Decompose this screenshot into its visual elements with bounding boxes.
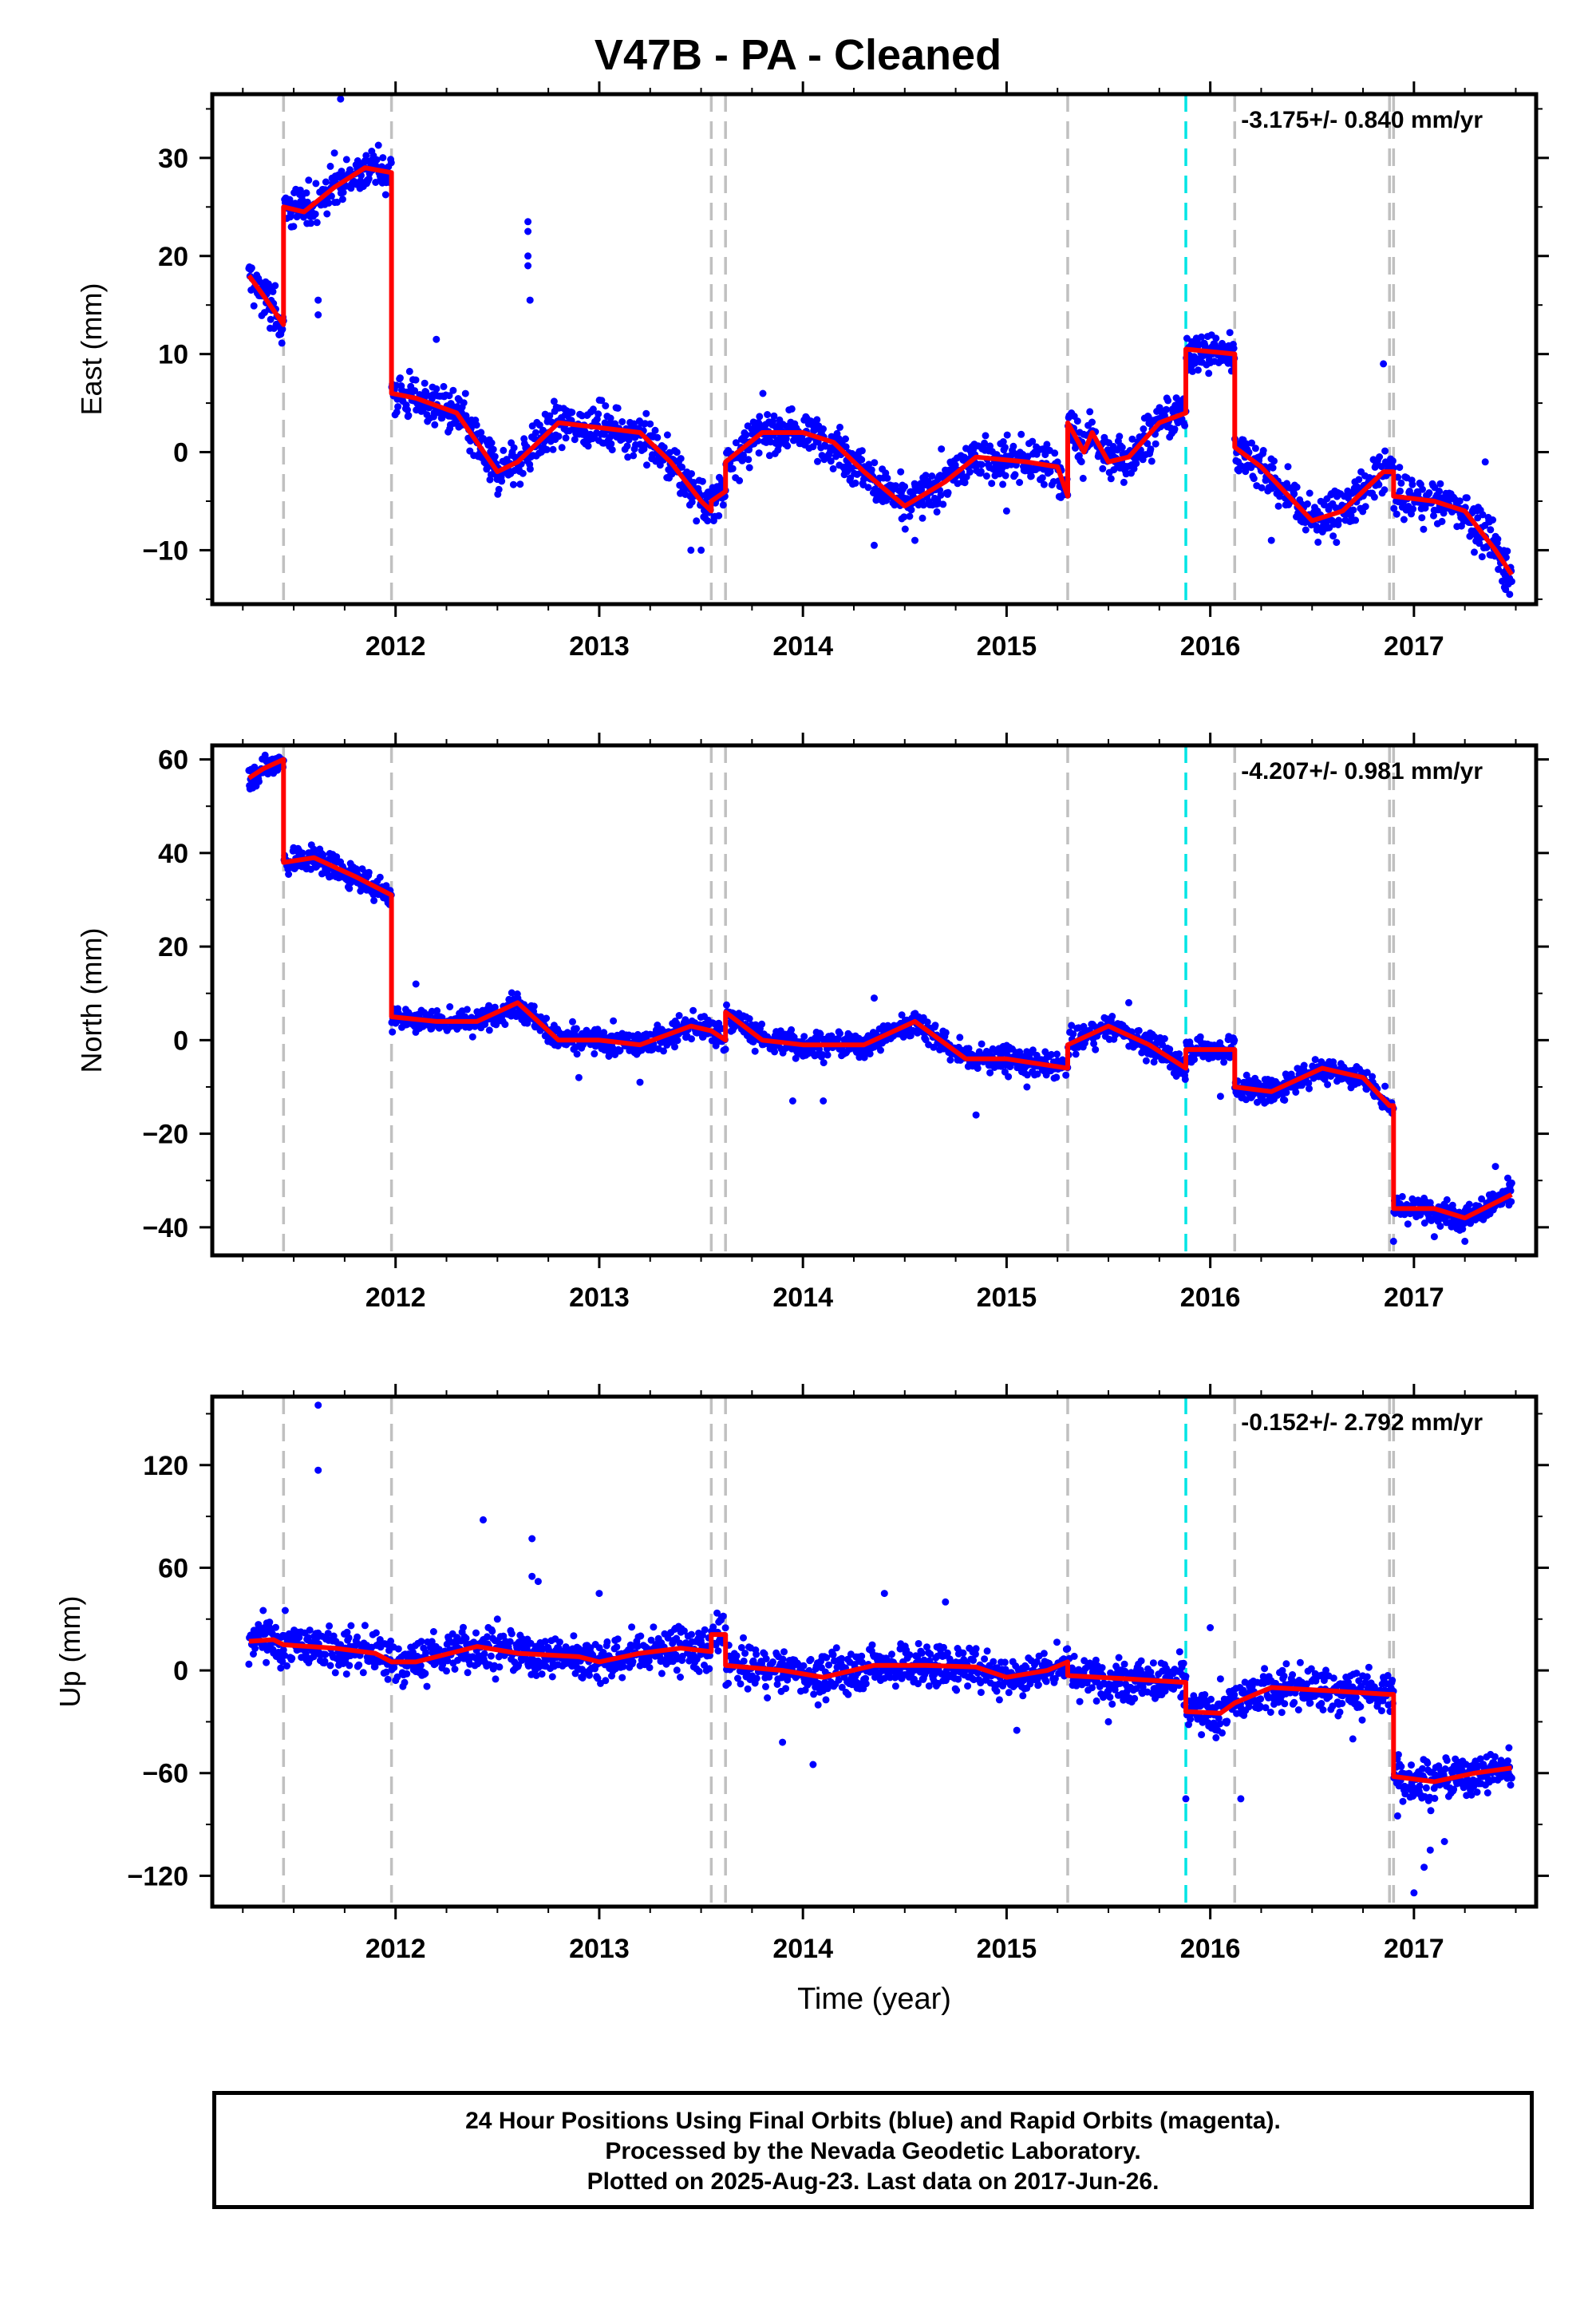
panel-east: −10 0 10 20 30 2012 2013 2014 2015 2016 2017 East (…: [75, 81, 1549, 662]
y-tick-label: 60: [158, 745, 188, 776]
x-tick-label: 2014: [772, 1934, 833, 1964]
panel-up: −120 −60 0 60 120 2012 2013 2014 2015 2016 2017 Up …: [53, 1384, 1549, 2016]
plot-frame: [210, 92, 1539, 607]
rate-label: -4.207+/- 0.981 mm/yr: [1241, 758, 1483, 785]
x-axis-label: Time (year): [797, 1982, 951, 2016]
data-points: [245, 751, 1515, 1245]
y-axis-label: Up (mm): [53, 1596, 86, 1708]
x-tick-label: 2012: [365, 631, 426, 662]
y-tick-label: 0: [173, 438, 188, 468]
chart-title: V47B - PA - Cleaned: [594, 31, 1002, 79]
plot-frame: [210, 743, 1539, 1258]
data-points: [245, 95, 1515, 599]
y-tick-label: 120: [143, 1451, 188, 1481]
x-tick-label: 2016: [1180, 1934, 1241, 1964]
y-tick-label: 30: [158, 144, 188, 174]
model-fit-line: [248, 1632, 1512, 1784]
model-fit-line: [247, 165, 1514, 576]
x-tick-label: 2016: [1180, 631, 1241, 662]
x-tick-label: 2013: [569, 1282, 630, 1313]
x-tick-label: 2012: [365, 1934, 426, 1964]
y-tick-label: 40: [158, 839, 188, 869]
y-tick-label: −10: [142, 536, 188, 566]
data-point-cloud: [245, 751, 1515, 1245]
y-tick-label: 20: [158, 242, 188, 272]
x-tick-label: 2013: [569, 631, 630, 662]
x-tick-label: 2015: [977, 1282, 1037, 1313]
plot-frame: [210, 1394, 1539, 1909]
x-tick-label: 2015: [977, 1934, 1037, 1964]
x-tick-label: 2013: [569, 1934, 630, 1964]
y-tick-label: −20: [142, 1120, 188, 1150]
rate-label: -0.152+/- 2.792 mm/yr: [1241, 1409, 1483, 1436]
footer-line-1: 24 Hour Positions Using Final Orbits (bl…: [465, 2108, 1281, 2134]
x-tick-label: 2016: [1180, 1282, 1241, 1313]
y-axis-label: East (mm): [75, 283, 108, 416]
x-tick-label: 2015: [977, 631, 1037, 662]
y-tick-label: 0: [173, 1656, 188, 1686]
x-tick-label: 2017: [1384, 631, 1444, 662]
x-tick-label: 2014: [772, 1282, 833, 1313]
rate-label: -3.175+/- 0.840 mm/yr: [1241, 107, 1483, 133]
y-tick-label: 0: [173, 1026, 188, 1056]
y-tick-label: 20: [158, 932, 188, 962]
y-tick-label: −60: [142, 1759, 188, 1789]
panel-north: −40 −20 0 20 40 60 2012 2013 2014 2015 2016 2017 Nor…: [75, 733, 1549, 1313]
x-tick-label: 2014: [772, 631, 833, 662]
data-point-cloud: [245, 95, 1515, 599]
y-axis-label: North (mm): [75, 928, 108, 1073]
footer-line-2: Processed by the Nevada Geodetic Laborat…: [605, 2138, 1141, 2164]
x-tick-label: 2017: [1384, 1934, 1444, 1964]
x-tick-label: 2017: [1384, 1282, 1444, 1313]
data-points: [245, 1401, 1515, 1897]
x-tick-label: 2012: [365, 1282, 426, 1313]
y-tick-label: −40: [142, 1213, 188, 1243]
footer-box: 24 Hour Positions Using Final Orbits (bl…: [212, 2091, 1534, 2209]
footer-line-3: Plotted on 2025-Aug-23. Last data on 201…: [587, 2168, 1159, 2195]
y-tick-label: −120: [127, 1861, 188, 1891]
model-fit-line: [247, 757, 1513, 1221]
y-tick-label: 60: [158, 1553, 188, 1583]
y-tick-label: 10: [158, 340, 188, 370]
data-point-cloud: [245, 1401, 1515, 1897]
